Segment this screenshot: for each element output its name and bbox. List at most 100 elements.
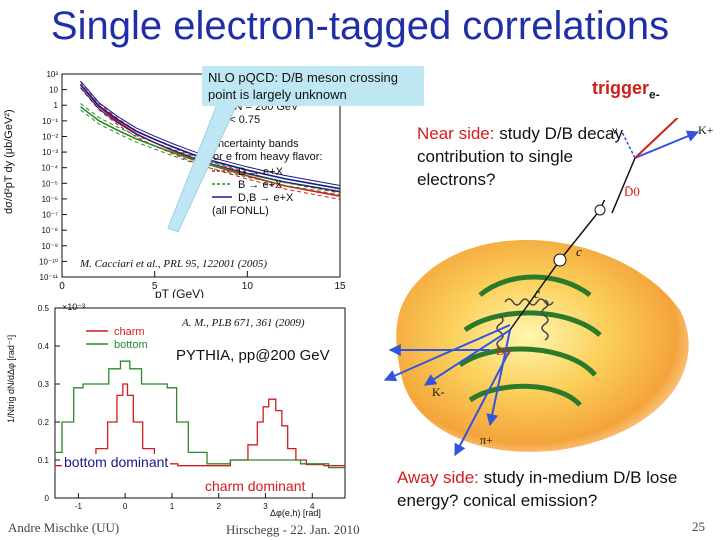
- fonll-axes: 10² 10 1 10⁻¹ 10⁻² 10⁻³ 10⁻⁴ 10⁻⁵ 10⁻⁶ 10⁻⁷ 10⁻⁸ 10…: [39, 70, 346, 292]
- away-hadron-2: [454, 349, 511, 457]
- legend-db-to-e: D,B → e+X: [238, 192, 294, 204]
- pythia-ylabel: 1/Ntrig dN/dΔφ [rad⁻¹]: [6, 335, 16, 423]
- gluon-spring-2: [541, 299, 549, 341]
- pythia-axes: 0 0.1 0.2 0.3 0.4 0.5 -1 0 1 2 3 4: [38, 304, 346, 511]
- fonll-band-lower: [80, 109, 341, 196]
- fonll-ylabel: dσ/d²pT dy (μb/GeV²): [3, 109, 15, 214]
- pythia-correlation-chart: 0 0.1 0.2 0.3 0.4 0.5 -1 0 1 2 3 4 charm bottom A. …: [0, 298, 365, 520]
- charm-dominant-label: charm dominant: [205, 478, 306, 494]
- legend-header-1: Uncertainty bands: [210, 138, 299, 150]
- pythia-xlabel: Δφ(e,h) [rad]: [270, 508, 321, 518]
- d0bar-to-vertex: [611, 157, 636, 214]
- pythia-series: [55, 360, 345, 469]
- near-side-lead: Near side:: [417, 124, 495, 143]
- pythia-series-line: [55, 360, 345, 469]
- fonll-x-tick-label: 10: [242, 281, 254, 292]
- nlo-callout-text: NLO pQCD: D/B meson crossing point is la…: [208, 70, 399, 102]
- legend-charm: charm: [114, 326, 145, 338]
- fonll-y-tick-label: 1: [54, 101, 59, 110]
- fonll-y-tick-label: 10⁻⁸: [42, 226, 59, 235]
- gluon-spring-3: [496, 315, 504, 349]
- near-side-rest: study D/B decay contribution to single e…: [417, 124, 623, 189]
- mach-cone-wave-4: [468, 383, 582, 407]
- fonll-y-tick-label: 10⁻⁶: [42, 195, 58, 204]
- pythia-x-tick-label: 1: [170, 502, 175, 511]
- fonll-y-tick-label: 10²: [46, 70, 58, 79]
- pythia-series-line: [55, 383, 345, 467]
- fonll-citation: M. Cacciari et al., PRL 95, 122001 (2005…: [79, 258, 267, 270]
- pythia-y-tick-label: 0.3: [38, 380, 50, 389]
- footer-event: Hirschegg - 22. Jan. 2010: [226, 522, 360, 537]
- mach-cone-wave-1: [478, 274, 592, 298]
- legend-b-to-e: B → e+X: [238, 179, 283, 191]
- pythia-x-tick-label: 3: [263, 502, 268, 511]
- pythia-x-tick-label: 2: [216, 502, 221, 511]
- pythia-x-tick-label: 4: [310, 502, 315, 511]
- particle-cbar: c̄: [534, 286, 541, 301]
- pythia-frame: [54, 307, 346, 499]
- fonll-series-line: [79, 84, 341, 197]
- fonll-y-tick-label: 10⁻²: [42, 132, 58, 141]
- pythia-y-tick-label: 0: [45, 494, 50, 503]
- d0bar-track: [599, 200, 606, 211]
- pythia-y-tick-label: 0.2: [38, 418, 50, 427]
- mach-cone-wave-3: [458, 346, 597, 377]
- pythia-y-multiplier: ×10⁻³: [62, 302, 85, 312]
- trigger-label: triggere-: [592, 78, 660, 102]
- particle-nu: ν: [612, 123, 618, 137]
- mach-cone-wave-2: [463, 310, 602, 337]
- particle-k-plus: K+: [698, 123, 714, 137]
- fonll-y-tick-label: 10⁻⁹: [41, 242, 58, 251]
- fonll-x-tick-label: 0: [59, 281, 65, 292]
- slide-title: Single electron-tagged correlations: [50, 4, 670, 48]
- trigger-text: trigger: [592, 78, 650, 98]
- kaon-minus-track: [423, 329, 511, 386]
- fonll-x-tick-label: 5: [152, 281, 158, 292]
- fonll-series: [79, 80, 341, 200]
- page-number: 25: [692, 519, 705, 534]
- kaon-plus-track: [634, 130, 700, 159]
- fonll-series-line: [79, 83, 341, 190]
- medium-fireball: [396, 240, 689, 452]
- cbar-quark-track: [509, 259, 561, 331]
- particle-d0bar: D̄0: [624, 184, 640, 199]
- near-side-text: Near side: study D/B decay contribution …: [417, 122, 647, 191]
- fonll-y-tick-label: 10⁻⁷: [42, 211, 58, 220]
- electron-trigger-track: [634, 118, 679, 159]
- trigger-subscript: e-: [649, 87, 660, 102]
- pion-plus-track: [486, 329, 511, 427]
- collision-diagram: c c̄ D0 K- π+: [383, 200, 689, 457]
- near-side-decay: ν K+ D̄0: [611, 118, 714, 214]
- fonll-y-tick-label: 10⁻⁴: [41, 164, 58, 173]
- fonll-frame: [61, 73, 341, 278]
- away-side-text: Away side: study in-medium D/B lose ener…: [397, 466, 712, 512]
- fonll-y-tick-label: 10⁻¹: [42, 117, 58, 126]
- particle-pi-plus: π+: [480, 433, 493, 447]
- pythia-x-tick-label: 0: [123, 502, 128, 511]
- fonll-y-tick-label: 10⁻³: [42, 148, 58, 157]
- gluon-spring-1: [504, 298, 554, 306]
- pythia-y-tick-label: 0.4: [38, 342, 50, 351]
- legend-d-to-e: D → e+X: [238, 166, 284, 178]
- pythia-y-tick-label: 0.5: [38, 304, 50, 313]
- particle-d0: D0: [496, 344, 511, 358]
- callout-arrow: [167, 101, 239, 233]
- fonll-y-tick-label: 10⁻⁵: [42, 179, 58, 188]
- c-quark-track: [559, 209, 601, 261]
- fonll-x-tick-label: 15: [334, 281, 346, 292]
- fonll-xlabel: pT (GeV): [155, 287, 204, 301]
- pythia-y-tick-label: 0.1: [38, 456, 50, 465]
- away-hadron-3: [383, 324, 511, 382]
- fonll-y-tick-label: 10⁻¹¹: [40, 273, 59, 282]
- fonll-y-tick-label: 10: [49, 86, 58, 95]
- away-side-lead: Away side:: [397, 468, 479, 487]
- away-side-rest: study in-medium D/B lose energy? conical…: [397, 468, 678, 510]
- nlo-callout: NLO pQCD: D/B meson crossing point is la…: [202, 66, 424, 106]
- pythia-label: PYTHIA, pp@200 GeV: [176, 347, 330, 364]
- footer-author: Andre Mischke (UU): [8, 520, 120, 535]
- fonll-band-lower: [80, 87, 341, 193]
- legend-fonll: (all FONLL): [212, 205, 269, 217]
- legend-header-2: for e from heavy flavor:: [210, 151, 323, 163]
- fonll-band-upper: [80, 103, 341, 189]
- bottom-dominant-label: bottom dominant: [62, 454, 171, 470]
